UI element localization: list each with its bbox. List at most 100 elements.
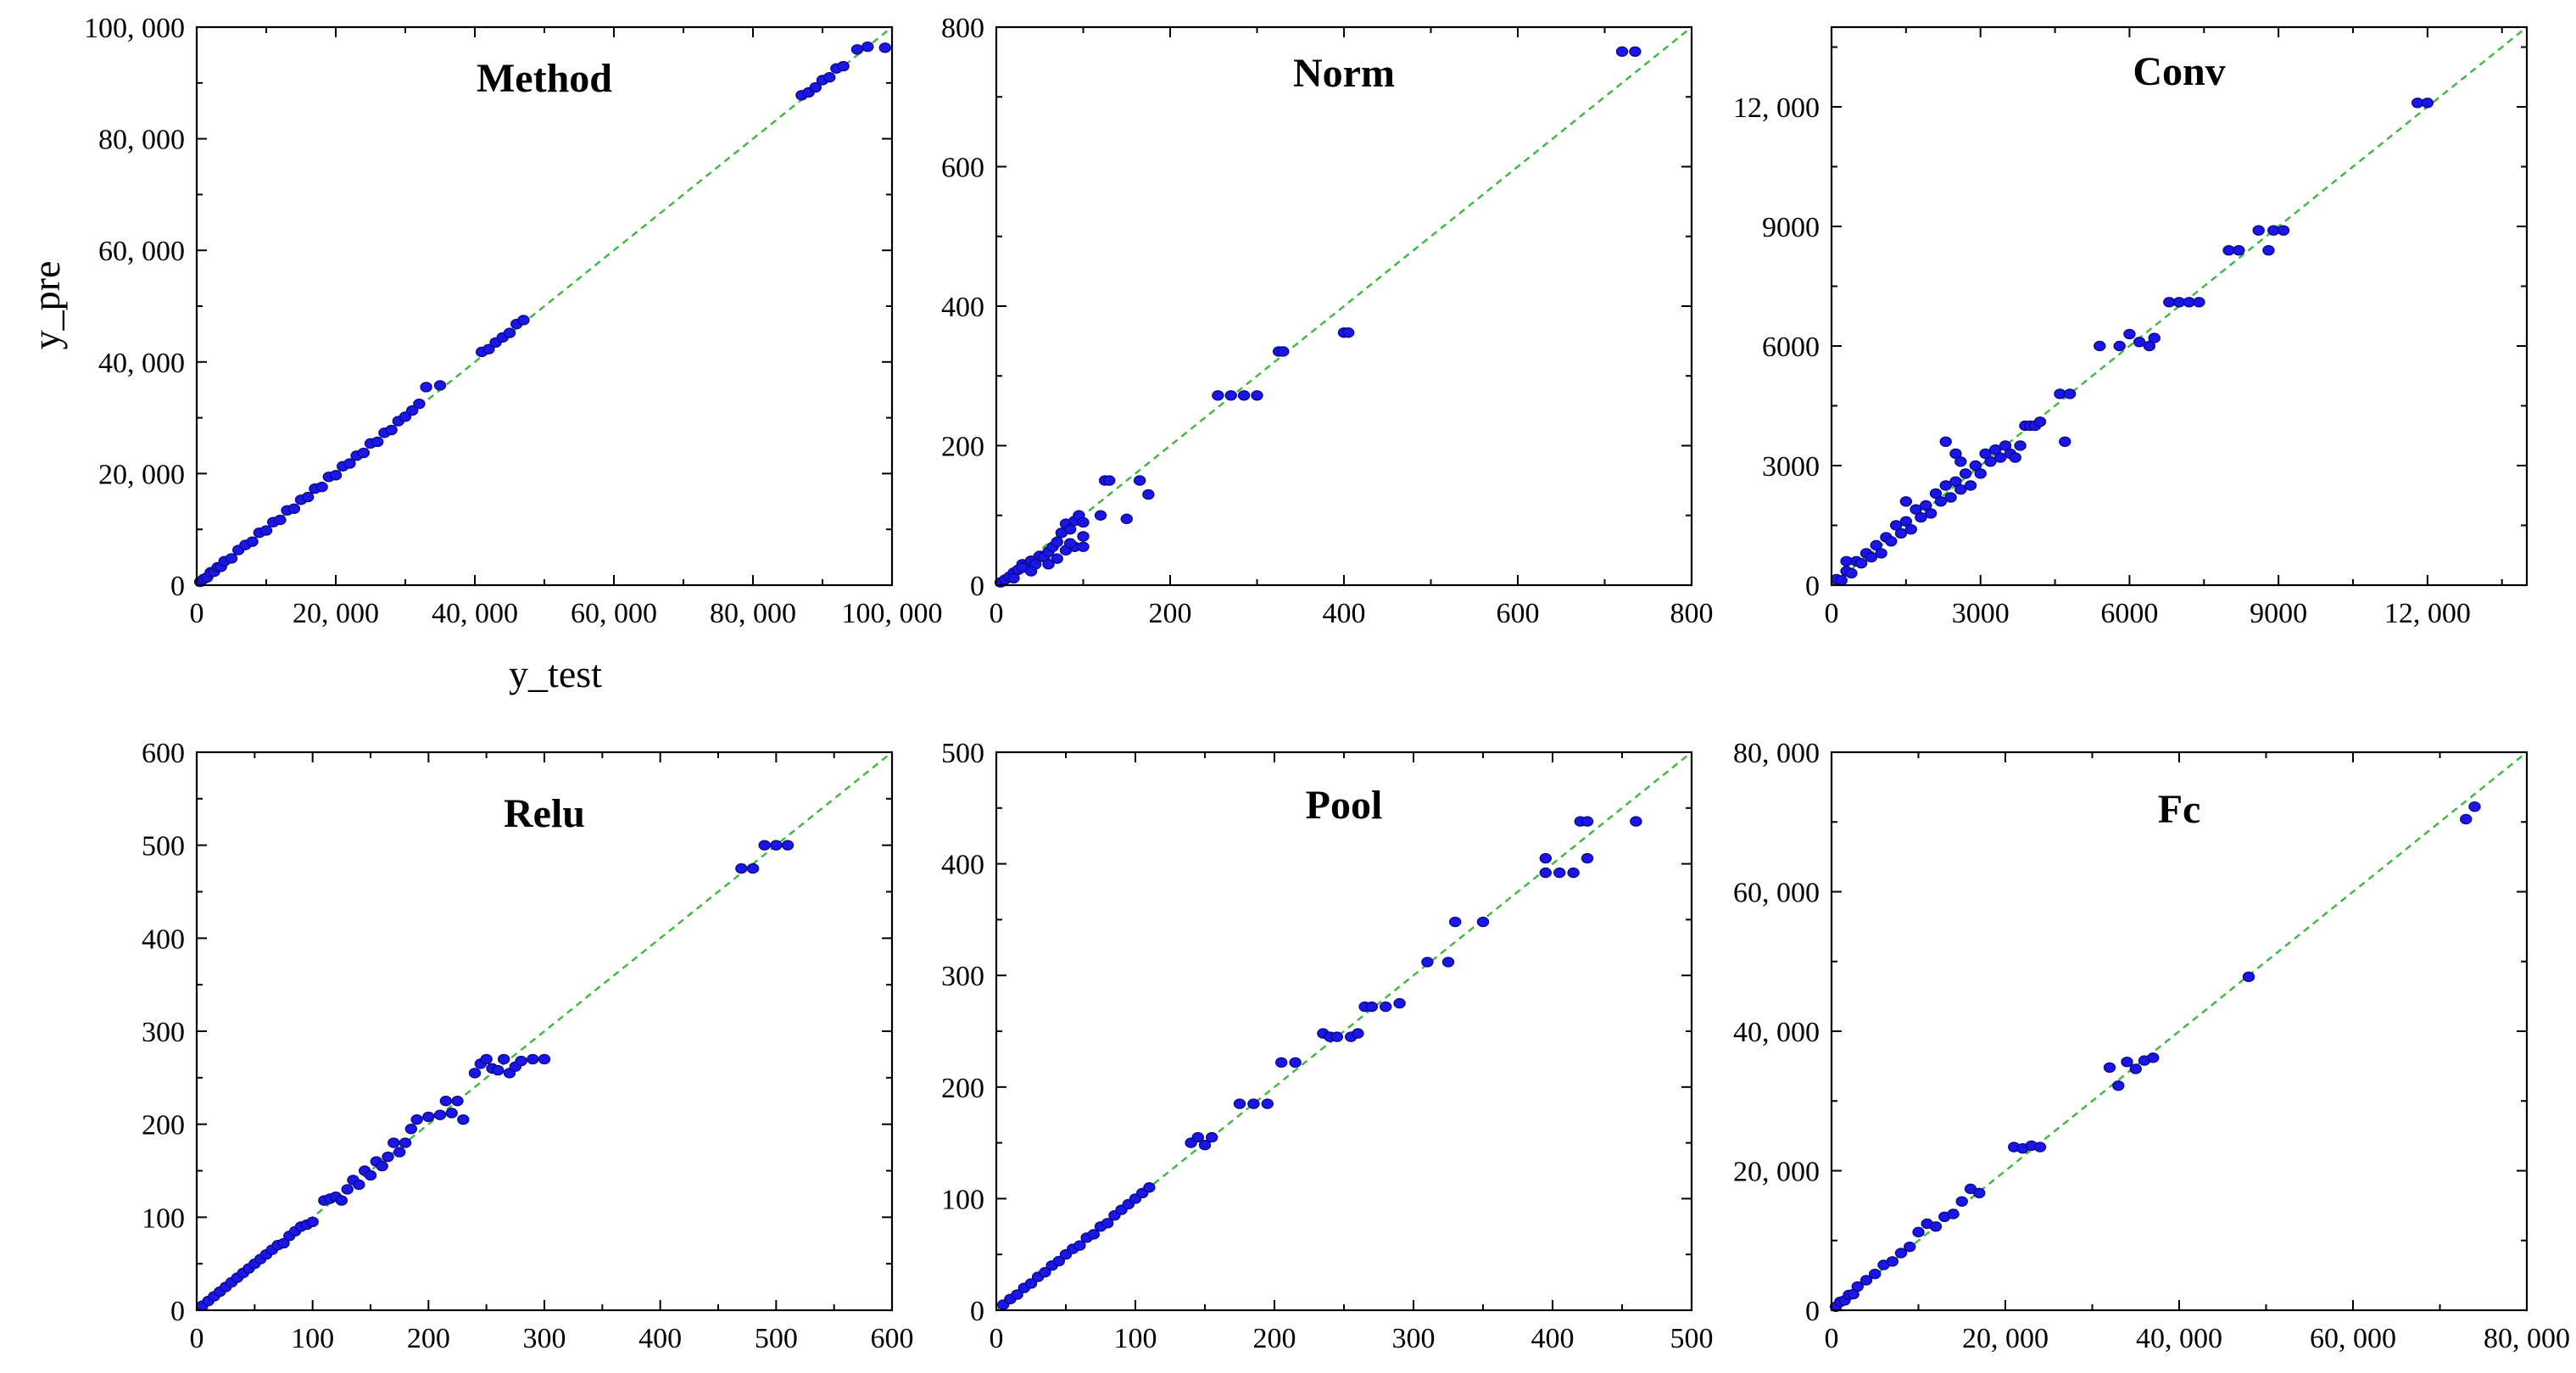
conv-data-point: [2059, 436, 2071, 447]
pool-data-point: [1233, 1098, 1246, 1109]
relu-x-tick-label: 200: [407, 1323, 450, 1354]
conv-data-point: [2193, 297, 2205, 308]
method-x-tick-label: 100, 000: [842, 598, 943, 629]
method-data-point: [259, 525, 273, 536]
relu-data-point: [410, 1113, 423, 1125]
fc-x-tick-label: 20, 000: [1962, 1323, 2049, 1354]
conv-data-point: [2094, 340, 2106, 352]
fc-x-tick-label: 0: [1825, 1323, 1839, 1354]
conv-data-point: [2277, 225, 2290, 236]
norm-y-tick-label: 200: [941, 432, 984, 463]
relu-data-point: [277, 1237, 290, 1249]
conv-plot-frame: [1830, 25, 2529, 587]
conv-data-point: [2014, 440, 2027, 451]
relu-data-point: [422, 1111, 435, 1123]
pool-x-tick-label: 300: [1392, 1323, 1436, 1354]
method-x-tick-label: 0: [190, 598, 204, 629]
method-data-point: [274, 514, 287, 526]
conv-data-point: [1920, 500, 1932, 511]
pool-data-point: [1087, 1229, 1101, 1240]
norm-data-point: [1133, 475, 1146, 486]
method-data-point: [246, 536, 259, 547]
pool-data-point: [1289, 1057, 1302, 1069]
method-data-point: [433, 380, 447, 391]
pool-data-point: [1581, 852, 1594, 864]
conv-data-point: [1964, 480, 1977, 491]
conv-data-point: [1954, 456, 1967, 467]
conv-data-point: [1969, 460, 1982, 472]
conv-data-point: [2233, 245, 2245, 256]
method-data-point: [861, 41, 874, 53]
relu-data-point: [388, 1137, 400, 1148]
method-y-tick-label: 100, 000: [84, 13, 185, 44]
method-data-point: [420, 382, 432, 393]
relu-data-point: [527, 1053, 539, 1065]
norm-x-tick-label: 800: [1670, 598, 1714, 629]
method-data-point: [302, 491, 315, 503]
pool-x-tick-label: 400: [1531, 1323, 1575, 1354]
method-y-tick-label: 20, 000: [98, 459, 185, 490]
pool-y-tick-label: 100: [941, 1184, 984, 1215]
conv-x-tick-label: 12, 000: [2384, 598, 2471, 629]
scatter-panel-pool: 0 100 200 300 400 500 0 100 200 300 400 500 Pool: [941, 738, 1714, 1354]
conv-panel-title: Conv: [2133, 49, 2225, 94]
method-data-point: [823, 72, 836, 83]
pool-data-point: [1143, 1182, 1156, 1193]
method-x-tick-label: 40, 000: [432, 598, 518, 629]
pool-data-point: [1630, 816, 1642, 827]
conv-data-point: [2421, 98, 2434, 109]
relu-x-tick-label: 600: [871, 1323, 914, 1354]
conv-data-point: [1989, 444, 2002, 455]
relu-data-point: [364, 1169, 377, 1181]
method-y-tick-label: 40, 000: [98, 348, 185, 379]
fc-x-tick-label: 80, 000: [2484, 1323, 2570, 1354]
norm-data-point: [1077, 531, 1090, 542]
norm-data-point: [1063, 524, 1077, 535]
conv-data-point: [1870, 539, 1882, 551]
method-data-point: [809, 81, 822, 93]
method-data-point: [850, 44, 864, 55]
fc-data-point: [1851, 1281, 1864, 1292]
pool-data-point: [1205, 1131, 1218, 1143]
pool-x-tick-label: 500: [1670, 1323, 1714, 1354]
relu-data-point: [433, 1109, 447, 1120]
fc-data-point: [1929, 1221, 1943, 1232]
norm-y-tick-label: 800: [941, 13, 984, 44]
relu-y-tick-label: 300: [142, 1017, 185, 1048]
relu-data-point: [781, 840, 795, 851]
conv-data-point: [1993, 452, 2007, 463]
relu-data-point: [399, 1137, 412, 1148]
fc-data-point: [1886, 1256, 1899, 1267]
conv-y-tick-label: 12, 000: [1733, 92, 1820, 124]
method-panel-title: Method: [477, 56, 612, 101]
norm-data-point: [1142, 488, 1155, 500]
pool-data-point: [1073, 1240, 1086, 1251]
pool-data-point: [1330, 1031, 1344, 1042]
relu-x-tick-label: 500: [755, 1323, 798, 1354]
norm-y-tick-label: 600: [941, 153, 984, 184]
method-data-point: [413, 398, 426, 410]
norm-data-point: [1094, 510, 1107, 521]
relu-data-point: [758, 840, 771, 851]
pool-x-tick-label: 100: [1114, 1323, 1157, 1354]
conv-data-point: [1875, 548, 1887, 559]
norm-data-point: [1051, 536, 1063, 548]
fc-data-point: [1869, 1269, 1882, 1280]
conv-y-tick-label: 6000: [1762, 332, 1820, 363]
fc-data-point: [1904, 1241, 1916, 1253]
norm-panel-title: Norm: [1293, 51, 1395, 96]
fc-data-point: [2242, 971, 2255, 983]
relu-y-tick-label: 200: [142, 1110, 185, 1141]
pool-data-point: [1198, 1140, 1212, 1151]
method-data-point: [343, 458, 356, 469]
relu-data-point: [515, 1055, 527, 1067]
norm-data-point: [1615, 46, 1629, 57]
pool-data-point: [1476, 916, 1490, 928]
norm-data-point: [1042, 559, 1055, 570]
relu-data-point: [306, 1216, 319, 1228]
method-data-point: [225, 553, 238, 564]
fc-data-point: [2121, 1056, 2133, 1068]
norm-data-point: [1224, 390, 1237, 401]
norm-data-point: [1237, 390, 1251, 401]
pool-panel-title: Pool: [1306, 783, 1383, 828]
